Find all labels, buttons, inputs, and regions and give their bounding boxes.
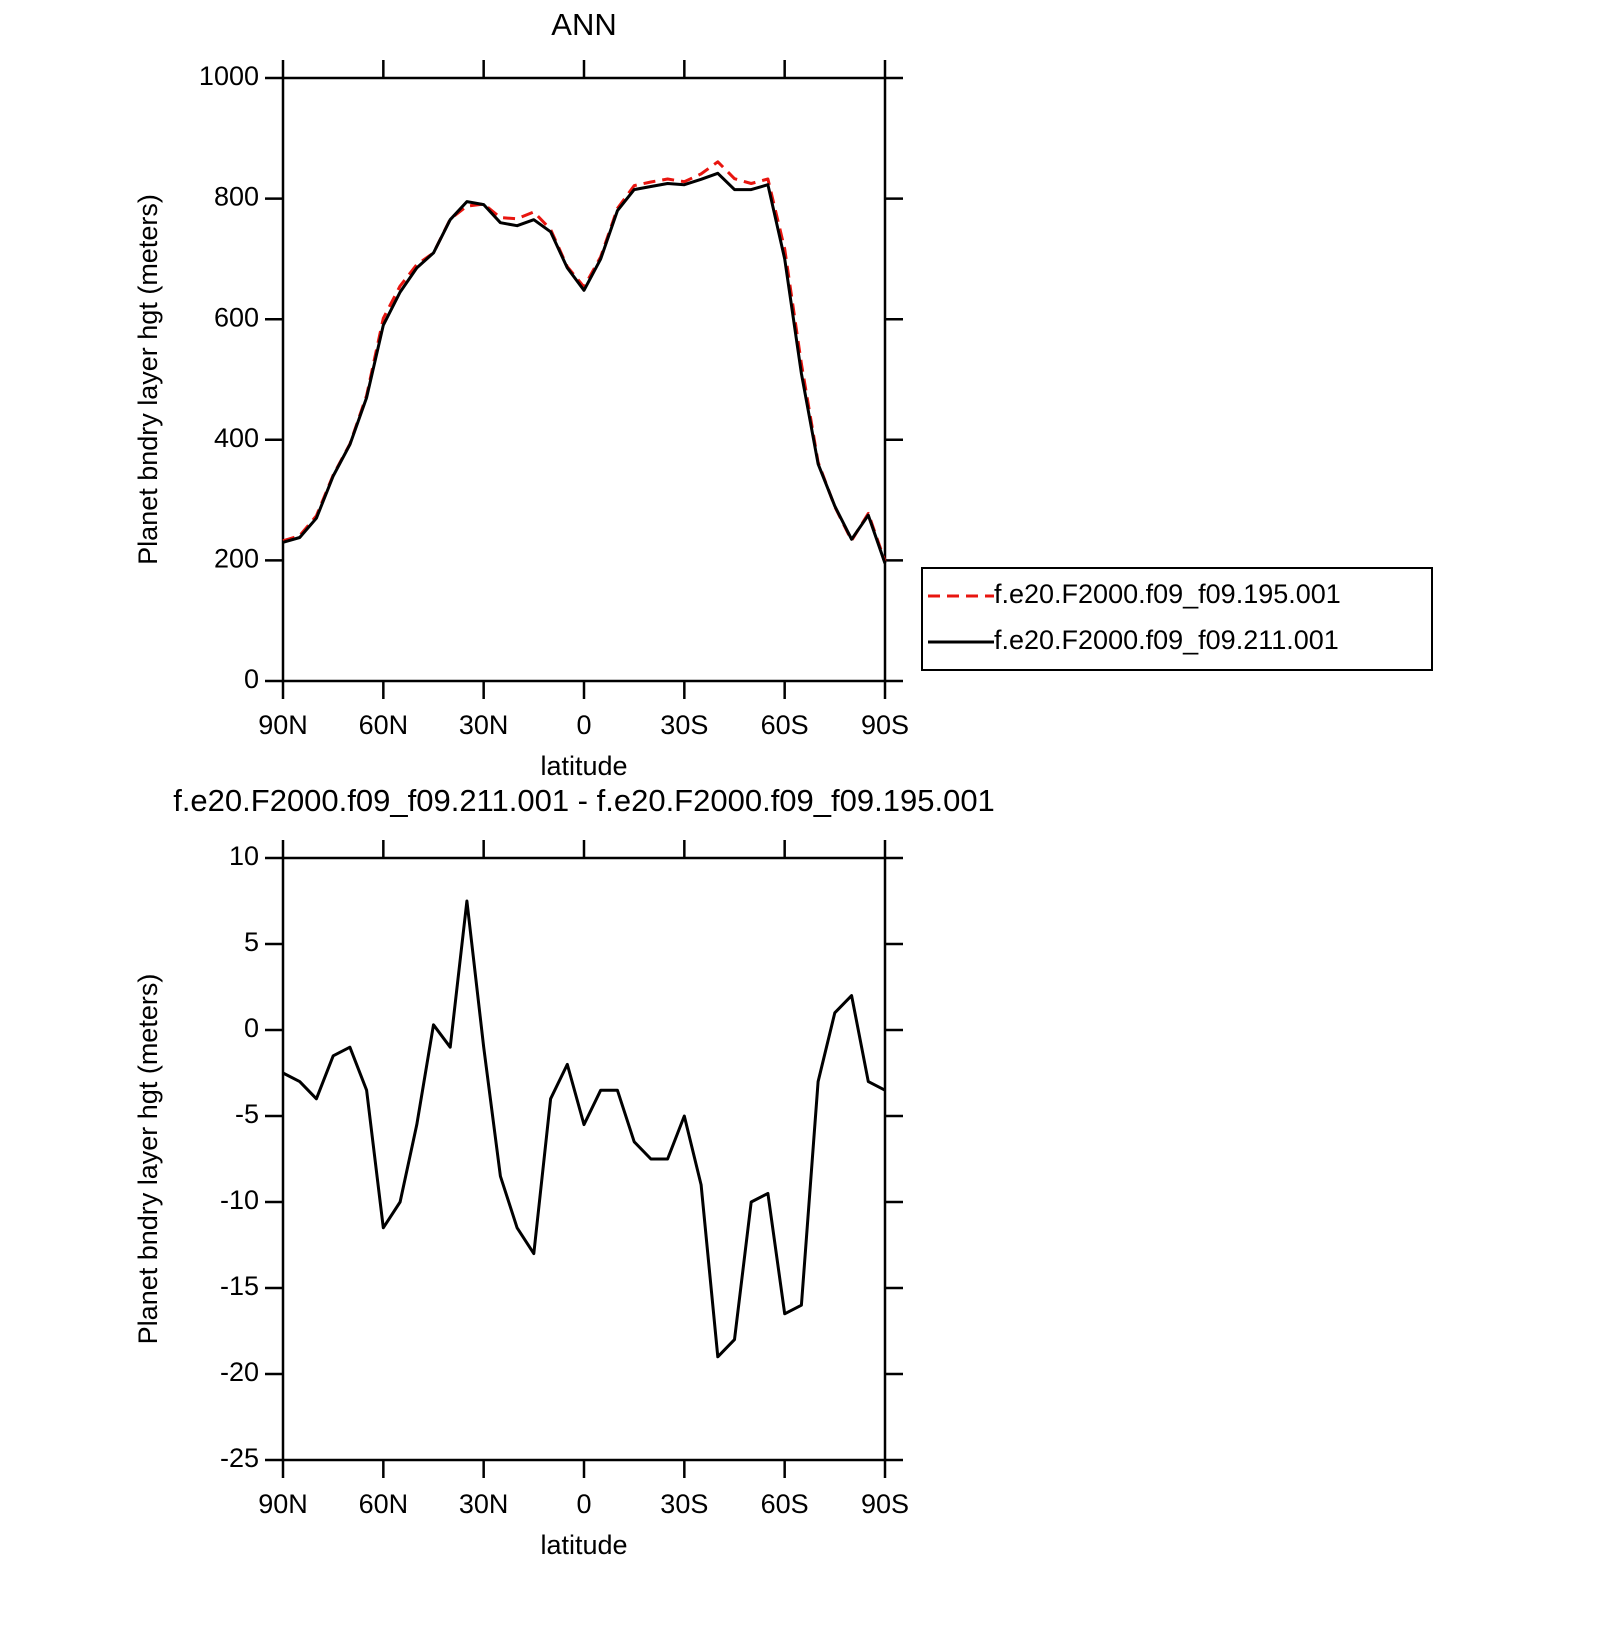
x-tick-label: 30N — [459, 1489, 509, 1519]
y-tick-label: 1000 — [199, 61, 259, 91]
y-tick-label: 0 — [244, 1013, 259, 1043]
x-tick-label: 90S — [861, 710, 909, 740]
x-tick-label: 30S — [660, 1489, 708, 1519]
data-line — [282, 171, 887, 564]
x-tick-label: 0 — [576, 710, 591, 740]
x-tick-label: 60S — [761, 710, 809, 740]
legend-box — [921, 567, 1433, 671]
x-tick-label: 60S — [761, 1489, 809, 1519]
y-tick-label: -5 — [235, 1099, 259, 1129]
x-tick-label: 90S — [861, 1489, 909, 1519]
x-tick-label: 0 — [576, 1489, 591, 1519]
y-tick-label: 800 — [214, 182, 259, 212]
y-tick-label: 5 — [244, 927, 259, 957]
x-axis-label: latitude — [540, 751, 627, 781]
y-axis-label: Planet bndry layer hgt (meters) — [133, 974, 163, 1345]
legend-label: f.e20.F2000.f09_f09.211.001 — [994, 625, 1339, 655]
x-tick-label: 30N — [459, 710, 509, 740]
y-tick-label: -25 — [220, 1443, 259, 1473]
x-tick-label: 60N — [359, 710, 409, 740]
y-tick-label: -15 — [220, 1271, 259, 1301]
y-tick-label: -10 — [220, 1185, 259, 1215]
plot-frame — [281, 76, 887, 683]
y-axis-label: Planet bndry layer hgt (meters) — [133, 194, 163, 565]
data-line — [282, 160, 887, 562]
x-axis-label: latitude — [540, 1530, 627, 1560]
x-tick-label: 90N — [258, 710, 308, 740]
y-tick-label: 0 — [244, 664, 259, 694]
x-tick-label: 90N — [258, 1489, 308, 1519]
y-tick-label: 200 — [214, 544, 259, 574]
legend-label: f.e20.F2000.f09_f09.195.001 — [994, 579, 1341, 609]
x-tick-label: 60N — [359, 1489, 409, 1519]
chart-title: ANN — [551, 7, 616, 42]
data-line — [282, 899, 886, 1359]
y-tick-label: -20 — [220, 1357, 259, 1387]
y-tick-label: 400 — [214, 423, 259, 453]
x-tick-label: 30S — [660, 710, 708, 740]
chart-title: f.e20.F2000.f09_f09.211.001 - f.e20.F200… — [173, 783, 995, 818]
y-tick-label: 10 — [229, 841, 259, 871]
plot-frame — [281, 856, 887, 1462]
y-tick-label: 600 — [214, 302, 259, 332]
